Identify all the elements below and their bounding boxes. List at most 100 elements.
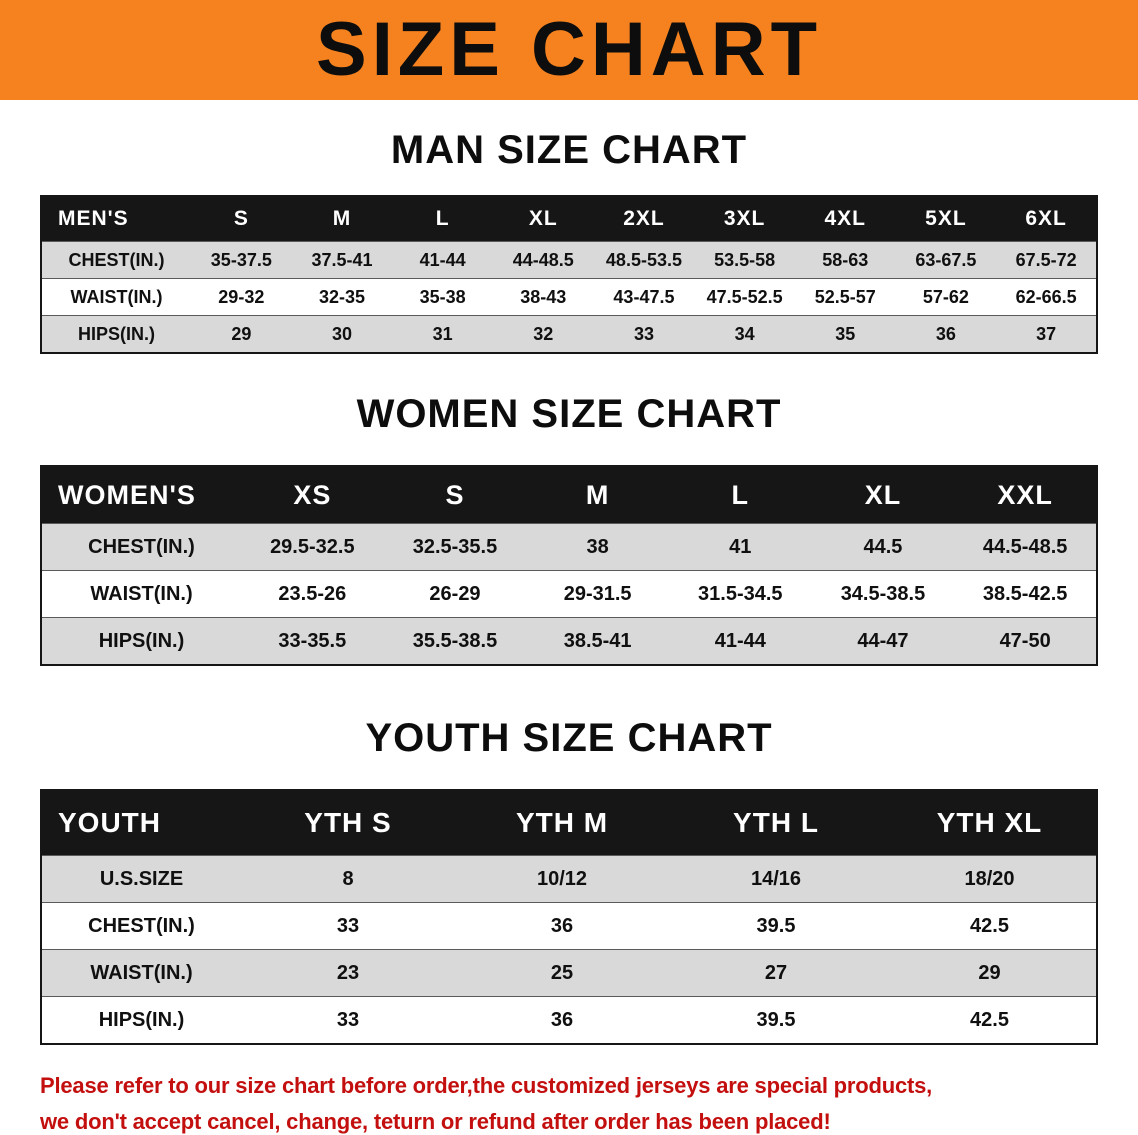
sections-container: MAN SIZE CHART MEN'S S M L XL 2XL 3XL 4XL 5XL 6XL C… [0, 128, 1138, 1045]
order-notice: Please refer to our size chart before or… [0, 1073, 1138, 1135]
column-header: S [383, 466, 527, 524]
table-cell: 23 [241, 949, 455, 997]
column-header: L [668, 466, 812, 524]
table-cell: 10/12 [455, 855, 669, 903]
section-youth: YOUTH SIZE CHART YOUTH YTH S YTH M YTH L YTH … [0, 716, 1138, 1045]
table-cell: 35 [794, 315, 896, 353]
table-cell: 41-44 [668, 617, 812, 665]
table-row: CHEST(IN.) 29.5-32.5 32.5-35.5 38 41 44.5 44.5… [41, 523, 1097, 571]
table-cell: 32 [492, 315, 594, 353]
column-header: S [191, 196, 292, 242]
table-cell: 42.5 [883, 996, 1097, 1044]
table-cell: 35-37.5 [191, 241, 292, 279]
table-cell: 26-29 [383, 570, 527, 618]
table-cell: 38.5-41 [526, 617, 669, 665]
row-label: HIPS(IN.) [41, 315, 191, 353]
table-cell: 58-63 [794, 241, 896, 279]
column-header: 5XL [895, 196, 997, 242]
table-row: CHEST(IN.) 35-37.5 37.5-41 41-44 44-48.5 48.5… [41, 241, 1097, 279]
column-header: L [392, 196, 493, 242]
column-header: 6XL [996, 196, 1097, 242]
table-cell: 14/16 [669, 855, 883, 903]
table-cell: 37.5-41 [291, 241, 393, 279]
table-cell: 53.5-58 [694, 241, 795, 279]
table-cell: 31.5-34.5 [668, 570, 812, 618]
notice-line-1: Please refer to our size chart before or… [40, 1073, 933, 1098]
table-cell: 62-66.5 [996, 278, 1097, 316]
table-cell: 34 [694, 315, 795, 353]
table-cell: 48.5-53.5 [593, 241, 695, 279]
table-row: HIPS(IN.) 29 30 31 32 33 34 35 36 37 [41, 315, 1097, 353]
table-row: CHEST(IN.) 33 36 39.5 42.5 [41, 902, 1097, 950]
table-cell: 33 [241, 996, 455, 1044]
row-label: CHEST(IN.) [41, 241, 191, 279]
banner: SIZE CHART [0, 0, 1138, 100]
page-title: SIZE CHART [316, 7, 822, 92]
table-cell: 36 [455, 902, 669, 950]
women-size-table: WOMEN'S XS S M L XL XXL CHEST(IN.) 29.5-32.5 32.5… [40, 465, 1098, 666]
table-header-row: YOUTH YTH S YTH M YTH L YTH XL [41, 790, 1097, 856]
column-header: YTH L [669, 790, 883, 856]
table-row: U.S.SIZE 8 10/12 14/16 18/20 [41, 855, 1097, 903]
table-cell: 44.5 [811, 523, 955, 571]
row-label: HIPS(IN.) [41, 996, 241, 1044]
section-men: MAN SIZE CHART MEN'S S M L XL 2XL 3XL 4XL 5XL 6XL C… [0, 128, 1138, 354]
men-size-table: MEN'S S M L XL 2XL 3XL 4XL 5XL 6XL CHEST(IN.) 35-37… [40, 195, 1098, 354]
row-label: WAIST(IN.) [41, 570, 241, 618]
table-cell: 25 [455, 949, 669, 997]
table-cell: 35.5-38.5 [383, 617, 527, 665]
table-cell: 29 [191, 315, 292, 353]
table-title-cell: WOMEN'S [41, 466, 241, 524]
column-header: 2XL [593, 196, 695, 242]
table-cell: 36 [455, 996, 669, 1044]
column-header: 3XL [694, 196, 795, 242]
table-cell: 31 [392, 315, 493, 353]
column-header: XXL [954, 466, 1097, 524]
table-cell: 29.5-32.5 [241, 523, 384, 571]
table-cell: 39.5 [669, 996, 883, 1044]
men-section-heading: MAN SIZE CHART [390, 128, 748, 172]
table-cell: 27 [669, 949, 883, 997]
column-header: XL [492, 196, 594, 242]
table-cell: 42.5 [883, 902, 1097, 950]
table-row: WAIST(IN.) 29-32 32-35 35-38 38-43 43-47.5 47.… [41, 278, 1097, 316]
table-header-row: MEN'S S M L XL 2XL 3XL 4XL 5XL 6XL [41, 196, 1097, 242]
table-cell: 34.5-38.5 [811, 570, 955, 618]
table-cell: 29-32 [191, 278, 292, 316]
table-cell: 32.5-35.5 [383, 523, 527, 571]
table-cell: 38 [526, 523, 669, 571]
table-cell: 33-35.5 [241, 617, 384, 665]
table-header-row: WOMEN'S XS S M L XL XXL [41, 466, 1097, 524]
table-cell: 47-50 [954, 617, 1097, 665]
row-label: U.S.SIZE [41, 855, 241, 903]
table-cell: 37 [996, 315, 1097, 353]
row-label: CHEST(IN.) [41, 523, 241, 571]
table-cell: 35-38 [392, 278, 493, 316]
column-header: YTH XL [883, 790, 1097, 856]
column-header: M [526, 466, 669, 524]
row-label: WAIST(IN.) [41, 278, 191, 316]
women-section-heading: WOMEN SIZE CHART [356, 392, 782, 436]
notice-line-2: we don't accept cancel, change, teturn o… [40, 1109, 831, 1134]
table-title-cell: YOUTH [41, 790, 241, 856]
column-header: XS [241, 466, 384, 524]
section-women: WOMEN SIZE CHART WOMEN'S XS S M L XL XXL CHEST(I… [0, 392, 1138, 666]
table-cell: 36 [895, 315, 997, 353]
table-cell: 18/20 [883, 855, 1097, 903]
table-cell: 43-47.5 [593, 278, 695, 316]
table-cell: 41-44 [392, 241, 493, 279]
table-title-cell: MEN'S [41, 196, 191, 242]
table-cell: 38-43 [492, 278, 594, 316]
column-header: M [291, 196, 393, 242]
table-cell: 30 [291, 315, 393, 353]
table-row: WAIST(IN.) 23 25 27 29 [41, 949, 1097, 997]
table-cell: 52.5-57 [794, 278, 896, 316]
table-cell: 39.5 [669, 902, 883, 950]
table-cell: 57-62 [895, 278, 997, 316]
table-cell: 8 [241, 855, 455, 903]
table-cell: 32-35 [291, 278, 393, 316]
table-cell: 33 [241, 902, 455, 950]
table-cell: 33 [593, 315, 695, 353]
row-label: CHEST(IN.) [41, 902, 241, 950]
